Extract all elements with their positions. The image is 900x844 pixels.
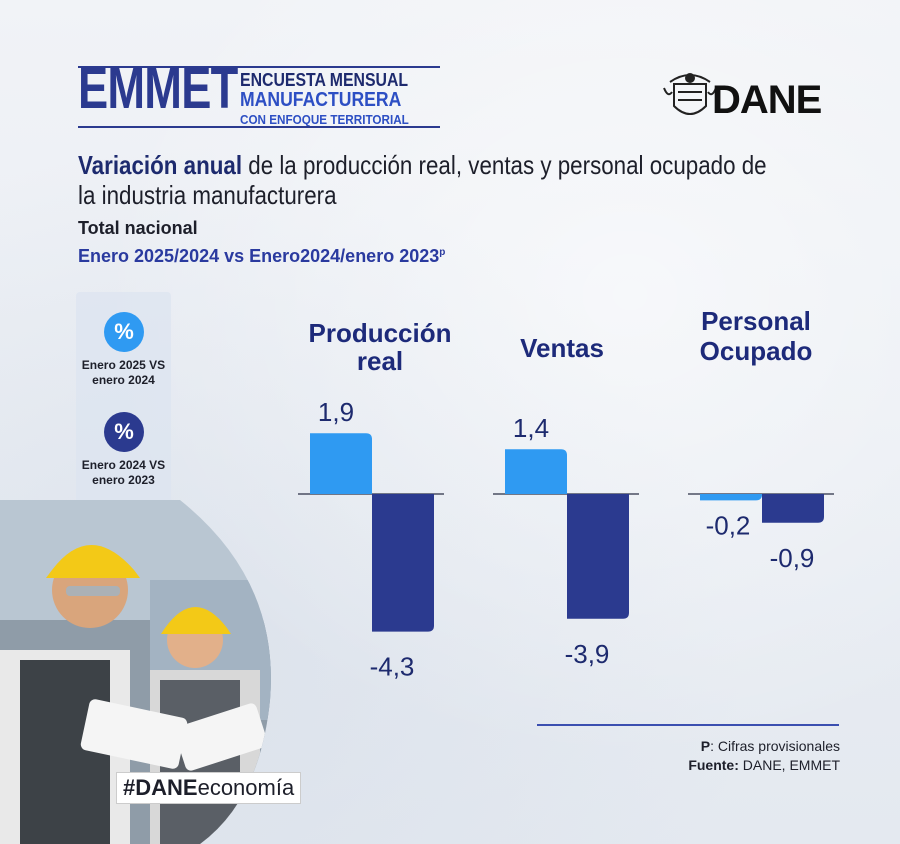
legend-label-2: Enero 2024 VS enero 2023 <box>81 458 166 487</box>
emmet-wordmark: EMMET <box>78 56 238 121</box>
value-label-0-1: -4,3 <box>370 652 415 682</box>
period-superscript: p <box>439 247 446 258</box>
bar-1-1 <box>567 494 629 619</box>
chart-title-bold: Variación anual <box>78 150 243 180</box>
footnote-p-key: P <box>700 738 711 754</box>
legend-percent-icon-1: % <box>104 312 144 352</box>
category-label-1: Ventas <box>520 333 604 363</box>
footnote-provisional: P: Cifras provisionales <box>701 738 840 754</box>
brand-rule-bottom <box>78 126 440 128</box>
legend-label-1: Enero 2025 VS enero 2024 <box>81 358 166 387</box>
category-label-2: Personal Ocupado <box>700 306 813 366</box>
chart-title-rest: de la producción real, ventas y personal… <box>78 150 767 210</box>
dane-logo-text: DANE <box>712 78 822 122</box>
hashtag-bold: #DANE <box>123 775 198 800</box>
footnote-source-key: Fuente: <box>688 757 739 773</box>
period-text: Enero 2025/2024 vs Enero2024/enero 2023 <box>78 246 440 266</box>
footnote-rule <box>537 724 839 726</box>
brand-rule-top <box>78 66 440 68</box>
chart-title: Variación anual de la producción real, v… <box>78 150 778 210</box>
emmet-subtitle-line1: ENCUESTA MENSUAL <box>240 70 409 90</box>
footnote-source: Fuente: DANE, EMMET <box>688 757 840 773</box>
value-label-2-1: -0,9 <box>770 543 815 573</box>
chart-subtitle: Total nacional <box>78 218 198 238</box>
bar-2-0 <box>700 494 762 501</box>
value-label-0-0: 1,9 <box>318 397 354 427</box>
coat-of-arms-icon <box>663 73 717 115</box>
legend-percent-icon-2: % <box>104 412 144 452</box>
bar-2-1 <box>762 494 824 523</box>
bar-1-0 <box>505 449 567 494</box>
emmet-subtitle: ENCUESTA MENSUAL MANUFACTURERA CON ENFOQ… <box>240 71 431 126</box>
category-label-0: Producción real <box>308 318 451 376</box>
hashtag-rest: economía <box>197 775 295 800</box>
value-label-1-1: -3,9 <box>565 639 610 669</box>
emmet-subtitle-line3: CON ENFOQUE TERRITORIAL <box>240 112 409 127</box>
bar-0-1 <box>372 494 434 632</box>
value-label-1-0: 1,4 <box>513 413 549 443</box>
hashtag-badge: #DANEeconomía <box>116 772 302 804</box>
emmet-subtitle-line2: MANUFACTURERA <box>240 89 402 111</box>
period-label: Enero 2025/2024 vs Enero2024/enero 2023p <box>78 246 445 267</box>
footnote-p-text: : Cifras provisionales <box>710 738 840 754</box>
value-label-2-0: -0,2 <box>706 510 751 540</box>
bar-0-0 <box>310 433 372 494</box>
footnote-source-text: DANE, EMMET <box>738 757 840 773</box>
dane-logo <box>663 73 717 115</box>
